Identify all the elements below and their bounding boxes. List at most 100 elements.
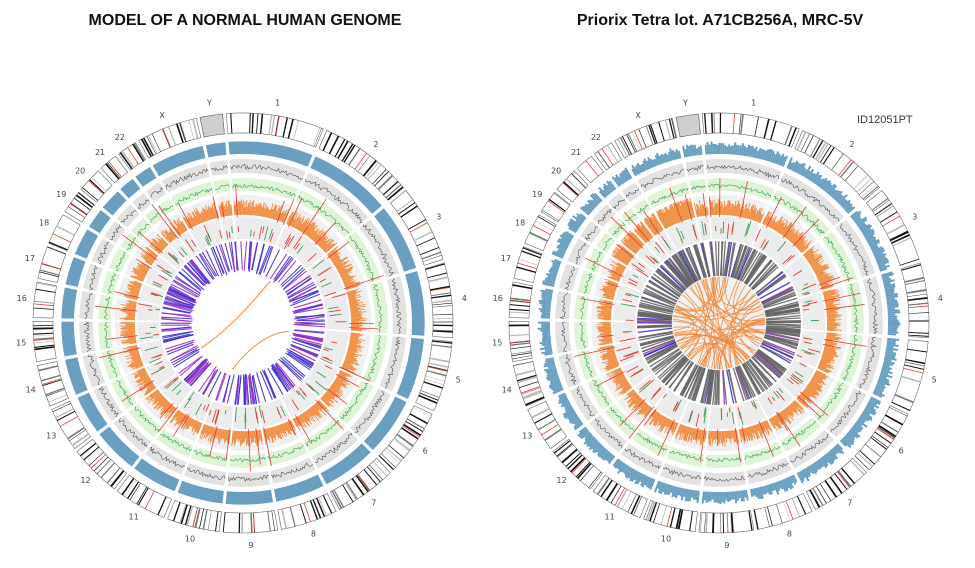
chromosome-label: 2 xyxy=(849,140,854,149)
chromosome-segment-18: 18 xyxy=(39,214,172,292)
structural-variant-links xyxy=(161,241,325,405)
chromosome-segment-14: 14 xyxy=(502,339,642,407)
chromosome-segment-Y: Y xyxy=(199,98,235,241)
chromosome-label: 16 xyxy=(17,294,27,303)
chromosome-label: 4 xyxy=(462,294,467,303)
chromosome-label: 5 xyxy=(932,376,937,385)
chromosome-segment-16: 16 xyxy=(17,281,161,321)
chromosome-segment-22: 22 xyxy=(591,133,676,256)
chromosome-segment-1: 1 xyxy=(225,99,324,246)
chromosome-label: 4 xyxy=(938,294,943,303)
chromosome-segment-10: 10 xyxy=(167,401,234,544)
chromosome-segment-14: 14 xyxy=(26,339,166,407)
chromosome-label: 3 xyxy=(912,213,917,222)
chromosome-segment-1: 1 xyxy=(701,99,800,246)
chromosome-segment-X: X xyxy=(138,111,225,251)
structural-variant-links xyxy=(637,241,801,405)
chromosome-segment-4: 4 xyxy=(799,262,943,339)
chromosome-label: 10 xyxy=(185,535,195,544)
chromosome-segment-15: 15 xyxy=(16,321,161,363)
chromosome-segment-12: 12 xyxy=(552,374,668,490)
chromosome-label: 7 xyxy=(371,499,376,508)
chromosome-label: 12 xyxy=(556,476,566,485)
chromosome-label: 5 xyxy=(456,376,461,385)
chromosome-label: Y xyxy=(682,98,688,107)
chromosome-label: 7 xyxy=(847,499,852,508)
chromosome-segment-2: 2 xyxy=(276,130,404,269)
chromosome-label: 14 xyxy=(502,385,512,394)
normal-genome-title: MODEL OF A NORMAL HUMAN GENOME xyxy=(88,12,402,29)
chromosome-segment-X: X xyxy=(614,111,701,251)
chromosome-label: X xyxy=(159,111,165,120)
chromosome-label: 16 xyxy=(493,294,503,303)
chromosome-segment-20: 20 xyxy=(75,167,186,270)
chromosome-label: 11 xyxy=(129,512,139,521)
chromosome-segment-9: 9 xyxy=(222,405,279,550)
chromosome-segment-11: 11 xyxy=(116,390,212,521)
chromosome-label: 18 xyxy=(39,219,49,228)
chromosome-label: 10 xyxy=(661,535,671,544)
chromosome-segment-21: 21 xyxy=(571,148,668,262)
chromosome-segment-5: 5 xyxy=(319,330,461,412)
chromosome-label: 8 xyxy=(787,530,792,539)
chromosome-segment-19: 19 xyxy=(532,190,654,279)
chromosome-segment-3: 3 xyxy=(308,189,444,298)
chromosome-label: 19 xyxy=(56,190,66,199)
chromosome-label: 12 xyxy=(80,476,90,485)
chromosome-segment-16: 16 xyxy=(493,281,637,321)
chromosome-label: 9 xyxy=(248,541,253,550)
chromosome-segment-19: 19 xyxy=(56,190,178,279)
chromosome-label: 15 xyxy=(16,338,26,347)
chromosome-segment-21: 21 xyxy=(95,148,192,262)
chromosome-label: 15 xyxy=(492,338,502,347)
chromosome-segment-9: 9 xyxy=(698,405,755,550)
chromosome-segment-8: 8 xyxy=(258,398,337,539)
priorix-sample-title: Priorix Tetra lot. A71CB256A, MRC-5V xyxy=(576,12,864,29)
chromosome-segment-7: 7 xyxy=(281,382,391,510)
chromosome-label: 3 xyxy=(436,213,441,222)
chromosome-segment-11: 11 xyxy=(592,390,688,521)
chromosome-label: Y xyxy=(206,98,212,107)
chromosome-segment-7: 7 xyxy=(757,382,867,510)
chromosome-label: 11 xyxy=(605,512,615,521)
chromosome-label: 14 xyxy=(26,385,36,394)
chromosome-segment-4: 4 xyxy=(323,262,467,339)
chromosome-segment-22: 22 xyxy=(115,133,200,256)
chromosome-label: 20 xyxy=(551,167,561,176)
chromosome-segment-13: 13 xyxy=(46,357,176,449)
chromosome-segment-20: 20 xyxy=(551,167,662,270)
chromosome-label: X xyxy=(635,111,641,120)
sample-id-label: ID12051PT xyxy=(857,114,913,126)
chromosome-label: 1 xyxy=(751,99,756,108)
chromosome-segment-13: 13 xyxy=(522,357,652,449)
chromosome-segment-Y: Y xyxy=(675,98,711,241)
chromosome-label: 18 xyxy=(515,219,525,228)
chromosome-label: 13 xyxy=(522,432,532,441)
chromosome-segment-2: 2 xyxy=(752,130,880,269)
chromosome-segment-12: 12 xyxy=(76,374,192,490)
chromosome-segment-17: 17 xyxy=(25,246,165,306)
chromosome-label: 21 xyxy=(571,148,581,157)
chromosome-segment-6: 6 xyxy=(779,359,909,471)
chromosome-segment-10: 10 xyxy=(643,401,710,544)
chromosome-segment-17: 17 xyxy=(501,246,641,306)
chromosome-label: 20 xyxy=(75,167,85,176)
chromosome-label: 9 xyxy=(724,541,729,550)
chromosome-label: 8 xyxy=(311,530,316,539)
chromosome-label: 17 xyxy=(25,254,35,263)
chromosome-label: 21 xyxy=(95,148,105,157)
chromosome-segment-6: 6 xyxy=(303,359,433,471)
chromosome-label: 22 xyxy=(115,133,125,142)
chromosome-segment-5: 5 xyxy=(795,330,937,412)
chromosome-segment-18: 18 xyxy=(515,214,648,292)
chromosome-label: 22 xyxy=(591,133,601,142)
chromosome-segment-15: 15 xyxy=(492,321,637,363)
chromosome-label: 6 xyxy=(423,446,428,455)
chromosome-label: 2 xyxy=(373,140,378,149)
chromosome-label: 19 xyxy=(532,190,542,199)
chromosome-segment-3: 3 xyxy=(784,189,920,298)
chromosome-segment-8: 8 xyxy=(734,398,813,539)
chromosome-label: 17 xyxy=(501,254,511,263)
